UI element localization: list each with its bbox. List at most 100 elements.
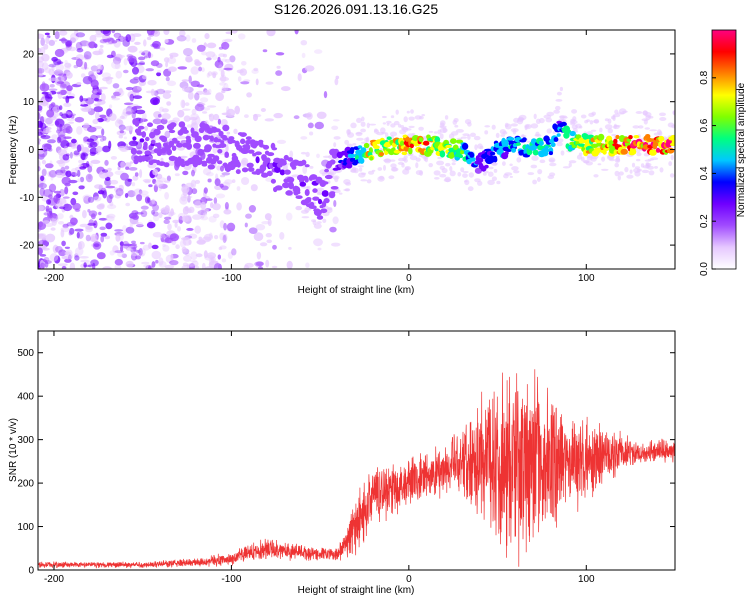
noise-speckle bbox=[194, 200, 203, 209]
noise-speckle bbox=[167, 80, 177, 87]
noise-speckle bbox=[408, 125, 415, 129]
noise-speckle bbox=[419, 115, 424, 120]
noise-speckle bbox=[111, 95, 117, 99]
noise-speckle bbox=[40, 245, 47, 250]
ridge-blob bbox=[246, 162, 254, 168]
ridge-blob bbox=[270, 178, 276, 184]
noise-speckle bbox=[222, 53, 227, 58]
ridge-blob bbox=[207, 153, 215, 158]
noise-speckle bbox=[54, 39, 58, 43]
noise-speckle bbox=[294, 30, 299, 35]
noise-speckle bbox=[169, 260, 179, 266]
ridge-blob bbox=[294, 191, 301, 195]
noise-speckle bbox=[89, 34, 97, 43]
ridge-blob bbox=[544, 145, 549, 150]
noise-speckle bbox=[276, 65, 281, 69]
noise-speckle bbox=[333, 142, 337, 148]
noise-speckle bbox=[223, 222, 228, 231]
noise-speckle bbox=[226, 222, 236, 232]
noise-speckle bbox=[183, 236, 190, 241]
noise-speckle bbox=[407, 153, 413, 156]
noise-speckle bbox=[194, 61, 203, 66]
noise-speckle bbox=[580, 114, 587, 119]
noise-speckle bbox=[473, 135, 481, 141]
ridge-blob bbox=[166, 148, 172, 156]
noise-speckle bbox=[659, 167, 664, 173]
noise-speckle bbox=[636, 152, 642, 157]
noise-speckle bbox=[406, 110, 410, 114]
noise-speckle bbox=[255, 224, 266, 231]
noise-speckle bbox=[201, 262, 206, 269]
noise-speckle bbox=[266, 239, 273, 244]
noise-speckle bbox=[181, 79, 189, 82]
ridge-blob bbox=[185, 137, 192, 145]
noise-speckle bbox=[470, 132, 476, 137]
ridge-blob bbox=[228, 136, 235, 141]
ridge-blob bbox=[556, 133, 561, 137]
noise-speckle bbox=[562, 166, 571, 169]
noise-speckle bbox=[166, 175, 171, 182]
noise-speckle bbox=[300, 136, 308, 140]
noise-speckle bbox=[147, 265, 152, 269]
noise-speckle bbox=[144, 126, 149, 131]
noise-speckle bbox=[42, 220, 50, 224]
noise-speckle bbox=[219, 76, 230, 82]
ridge-blob bbox=[130, 147, 137, 155]
noise-speckle bbox=[64, 246, 70, 249]
noise-speckle bbox=[366, 122, 370, 129]
snr-ticks: -200 -100 0 100 0 100 200 300 400 500 bbox=[17, 331, 675, 585]
noise-speckle bbox=[93, 89, 98, 94]
noise-speckle bbox=[150, 43, 159, 48]
noise-speckle bbox=[273, 112, 284, 119]
snr-ylabel: SNR (10 * v/v) bbox=[8, 418, 19, 482]
spectrogram-xlabel: Height of straight line (km) bbox=[298, 285, 415, 296]
ridge-blob bbox=[156, 124, 165, 131]
ridge-blob bbox=[261, 172, 269, 178]
noise-speckle bbox=[509, 163, 513, 167]
noise-speckle bbox=[110, 156, 117, 160]
noise-speckle bbox=[659, 117, 667, 121]
noise-speckle bbox=[223, 67, 233, 71]
noise-speckle bbox=[38, 239, 47, 245]
noise-speckle bbox=[158, 257, 164, 266]
noise-speckle bbox=[94, 97, 99, 102]
noise-speckle bbox=[236, 186, 241, 191]
noise-speckle bbox=[70, 217, 78, 226]
noise-speckle bbox=[131, 111, 136, 119]
noise-speckle bbox=[39, 46, 46, 55]
noise-speckle bbox=[141, 52, 146, 56]
noise-speckle bbox=[88, 70, 94, 77]
noise-speckle bbox=[196, 239, 206, 245]
noise-speckle bbox=[234, 105, 240, 115]
noise-speckle bbox=[124, 146, 134, 151]
noise-speckle bbox=[64, 165, 70, 170]
noise-speckle bbox=[612, 113, 621, 118]
ridge-blob bbox=[658, 135, 665, 142]
noise-speckle bbox=[451, 131, 459, 136]
noise-speckle bbox=[120, 245, 124, 252]
noise-speckle bbox=[64, 186, 69, 195]
noise-speckle bbox=[151, 198, 155, 204]
ridge-blob bbox=[439, 150, 446, 158]
snr-ytick-label: 500 bbox=[17, 348, 34, 359]
noise-speckle bbox=[167, 66, 177, 72]
noise-speckle bbox=[118, 184, 124, 192]
noise-speckle bbox=[121, 253, 128, 259]
noise-speckle bbox=[172, 219, 180, 224]
noise-speckle bbox=[83, 195, 91, 204]
noise-speckle bbox=[549, 159, 555, 162]
noise-speckle bbox=[156, 72, 162, 77]
snr-frame bbox=[37, 330, 676, 571]
noise-speckle bbox=[123, 58, 128, 66]
noise-speckle bbox=[607, 118, 612, 124]
noise-speckle bbox=[436, 160, 445, 166]
noise-speckle bbox=[487, 179, 495, 186]
noise-speckle bbox=[555, 105, 561, 111]
noise-speckle bbox=[163, 90, 172, 94]
colorbar-frame bbox=[711, 29, 737, 270]
noise-speckle bbox=[142, 112, 147, 120]
ridge-blob bbox=[378, 152, 385, 157]
noise-speckle bbox=[104, 235, 111, 240]
noise-speckle bbox=[165, 61, 169, 68]
